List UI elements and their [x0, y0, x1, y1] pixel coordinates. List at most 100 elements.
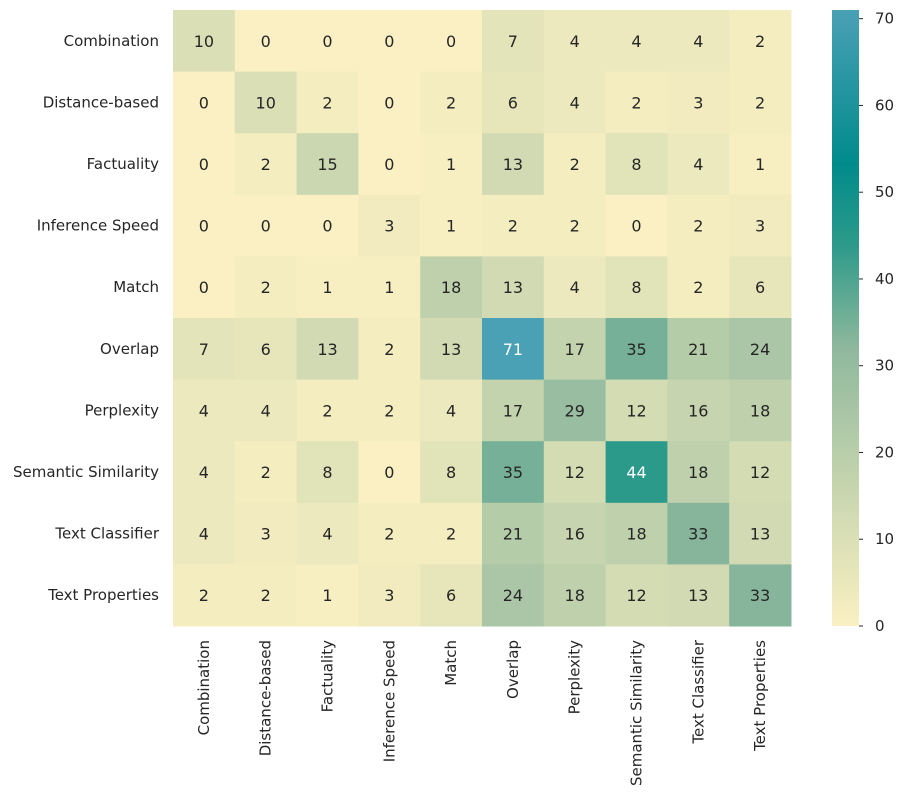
y-tick-label: Semantic Similarity — [13, 463, 159, 481]
x-tick-label: Overlap — [504, 640, 522, 699]
x-tick-label: Match — [442, 640, 460, 686]
heatmap-cell — [420, 133, 483, 196]
cell-value-label: 1 — [446, 155, 456, 174]
heatmap-cell — [667, 256, 730, 319]
cell-value-label: 4 — [570, 93, 580, 112]
heatmap-cell — [543, 194, 607, 257]
cell-value-label: 21 — [688, 340, 708, 359]
heatmap-cell — [173, 194, 236, 257]
x-tick-labels: Combination Distance-based Factuality Infer… — [195, 639, 769, 786]
cell-value-label: 16 — [688, 401, 708, 420]
colorbar-tick-label: 30 — [875, 357, 894, 375]
cell-value-label: 16 — [565, 525, 585, 544]
heatmap-cell — [173, 441, 236, 504]
cell-value-label: 4 — [261, 401, 271, 420]
cell-value-label: 15 — [317, 155, 337, 174]
cell-value-label: 12 — [750, 463, 770, 482]
heatmap-cell — [420, 564, 483, 627]
cell-value-label: 4 — [322, 525, 332, 544]
cell-value-label: 2 — [693, 217, 703, 236]
cell-value-label: 0 — [322, 32, 332, 51]
heatmap-cell — [296, 256, 359, 319]
cell-value-label: 35 — [626, 340, 646, 359]
heatmap-cell — [420, 10, 483, 73]
heatmap-cell — [173, 502, 236, 565]
heatmap-cell — [358, 194, 421, 257]
heatmap-cell — [358, 10, 421, 73]
heatmap-cell — [605, 256, 668, 319]
heatmap-cell — [543, 441, 607, 504]
heatmap-cell — [667, 564, 730, 627]
heatmap-cell — [234, 379, 298, 442]
heatmap-cell — [605, 564, 668, 627]
cell-value-label: 13 — [688, 586, 708, 605]
cell-value-label: 2 — [384, 401, 394, 420]
y-tick-label: Factuality — [87, 155, 159, 173]
cell-value-label: 0 — [384, 463, 394, 482]
heatmap-cell — [667, 379, 730, 442]
heatmap-cell — [173, 318, 236, 381]
cell-value-label: 7 — [508, 32, 518, 51]
cell-value-label: 2 — [446, 525, 456, 544]
heatmap-cell — [420, 441, 483, 504]
cell-value-label: 4 — [693, 32, 703, 51]
cell-value-label: 1 — [322, 278, 332, 297]
cell-value-label: 0 — [199, 217, 209, 236]
heatmap-cell — [729, 10, 792, 73]
cell-value-label: 12 — [626, 586, 646, 605]
heatmap-cell — [296, 564, 359, 627]
cell-value-label: 33 — [750, 586, 770, 605]
cell-value-label: 2 — [199, 586, 209, 605]
heatmap-cell — [358, 256, 421, 319]
cell-value-label: 1 — [384, 278, 394, 297]
cell-value-label: 2 — [322, 93, 332, 112]
heatmap-cell — [605, 10, 668, 73]
x-tick-label: Text Classifier — [689, 639, 707, 744]
heatmap-cell — [358, 379, 421, 442]
cell-value-label: 13 — [750, 525, 770, 544]
heatmap-cell — [605, 133, 668, 196]
cell-value-label: 18 — [688, 463, 708, 482]
heatmap-cell — [543, 564, 607, 627]
x-tick-label: Factuality — [319, 640, 337, 712]
heatmap-cell — [482, 71, 545, 134]
heatmap-cell — [234, 502, 298, 565]
heatmap-cell — [482, 318, 545, 381]
heatmap-cell — [173, 379, 236, 442]
heatmap-cell — [420, 256, 483, 319]
cell-value-label: 1 — [322, 586, 332, 605]
cell-value-label: 2 — [384, 525, 394, 544]
y-tick-label: Perplexity — [85, 401, 159, 419]
heatmap-cell — [234, 318, 298, 381]
cell-value-label: 1 — [755, 155, 765, 174]
heatmap-cell — [173, 10, 236, 73]
colorbar-tick-label: 10 — [875, 530, 894, 548]
heatmap-cell — [358, 71, 421, 134]
cell-value-label: 2 — [261, 463, 271, 482]
cell-value-label: 4 — [199, 401, 209, 420]
cell-value-label: 21 — [503, 525, 523, 544]
heatmap-cell — [358, 441, 421, 504]
cell-value-label: 0 — [199, 155, 209, 174]
cell-value-label: 0 — [261, 217, 271, 236]
colorbar-tick-label: 70 — [875, 10, 894, 28]
heatmap-cell — [482, 256, 545, 319]
cell-value-label: 4 — [199, 525, 209, 544]
cell-value-label: 2 — [755, 93, 765, 112]
cell-value-label: 3 — [261, 525, 271, 544]
cell-value-label: 2 — [508, 217, 518, 236]
heatmap-cells: 10 0 0 0 0 7 4 4 4 20 10 2 0 2 6 4 2 3 20 2 15 0 1 13 2 8 4 10 0 0 3 1 2… — [173, 10, 792, 627]
heatmap-cell — [543, 71, 607, 134]
cell-value-label: 4 — [631, 32, 641, 51]
cell-value-label: 7 — [199, 340, 209, 359]
cell-value-label: 2 — [261, 586, 271, 605]
y-tick-label: Distance-based — [43, 93, 159, 111]
cell-value-label: 24 — [503, 586, 523, 605]
colorbar-tick-label: 40 — [875, 270, 894, 288]
cell-value-label: 29 — [565, 401, 585, 420]
heatmap-cell — [358, 133, 421, 196]
heatmap-cell — [729, 71, 792, 134]
heatmap-cell — [729, 318, 792, 381]
heatmap-cell — [482, 10, 545, 73]
cell-value-label: 1 — [446, 217, 456, 236]
